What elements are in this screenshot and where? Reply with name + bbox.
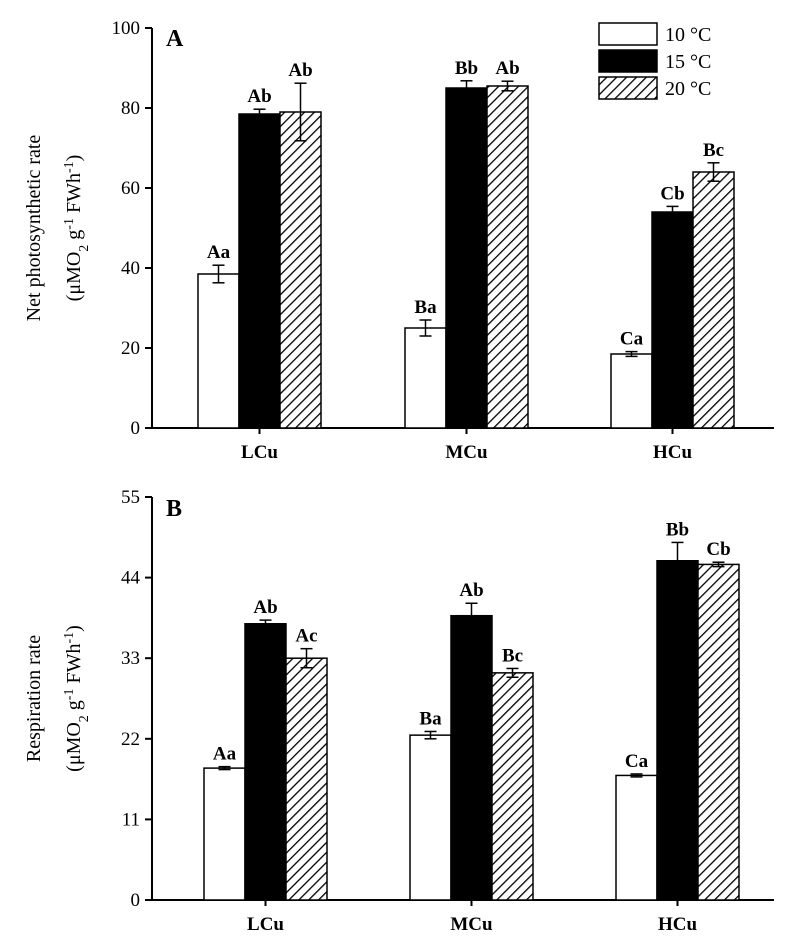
y-axis-unit-part: FWh	[63, 173, 85, 218]
y-axis-unit-part: (μMO	[63, 252, 85, 302]
y-axis-unit: (μMO2 g-1 FWh-1)	[62, 625, 92, 772]
data-label: Bb	[455, 58, 478, 79]
y-tick-label: 80	[121, 98, 140, 119]
bar	[610, 353, 653, 429]
y-tick-label: 60	[121, 178, 140, 199]
x-tick-label: LCu	[247, 914, 284, 935]
y-tick-label: 40	[121, 258, 140, 279]
panel-label: B	[166, 496, 182, 522]
y-axis-unit-part: g	[63, 700, 85, 715]
y-axis-title: Respiration rate	[23, 635, 45, 762]
legend-swatch	[598, 76, 658, 100]
y-tick-label: 33	[121, 648, 140, 669]
y-axis-unit-part: )	[63, 155, 85, 162]
x-tick-label: MCu	[450, 914, 493, 935]
data-label: Bc	[703, 140, 724, 161]
bar	[197, 273, 240, 429]
y-tick-label: 22	[121, 729, 140, 750]
y-axis-unit: (μMO2 g-1 FWh-1)	[62, 155, 92, 302]
data-label: Ab	[495, 58, 519, 79]
bar	[244, 623, 287, 901]
legend-label: 20 °C	[665, 78, 711, 100]
y-tick-label: 0	[131, 890, 141, 911]
data-label: Cb	[660, 183, 684, 204]
y-tick-label: 55	[121, 487, 140, 508]
y-axis-unit-part: (μMO	[63, 722, 85, 772]
data-label: Cb	[706, 539, 730, 560]
data-label: Ca	[620, 329, 644, 350]
data-label: Ca	[625, 751, 649, 772]
bar	[615, 774, 658, 901]
legend-label: 10 °C	[665, 24, 711, 46]
y-axis-unit-part: )	[63, 625, 85, 632]
legend: 10 °C 15 °C 20 °C	[598, 22, 711, 100]
bar	[450, 614, 493, 901]
bar	[285, 657, 328, 901]
panel-b: 0 11 22 33 44 55 LCu MCu HCu Aa Ba Ca Ab Ab Bb Ac Bc Cb B R…	[23, 487, 774, 935]
data-label: Ab	[459, 580, 483, 601]
y-axis-unit-part: -1	[62, 689, 77, 701]
bar	[656, 559, 699, 901]
bar	[404, 327, 447, 429]
legend-swatch	[598, 49, 658, 73]
y-axis-unit-part: -1	[62, 218, 77, 230]
data-label: Aa	[213, 744, 237, 765]
data-label: Bb	[666, 519, 689, 540]
y-axis-unit-part: 2	[77, 715, 92, 722]
y-tick-label: 0	[131, 418, 141, 439]
data-label: Ab	[247, 86, 271, 107]
legend-label: 15 °C	[665, 51, 711, 73]
bar	[203, 767, 246, 901]
bar	[491, 672, 534, 901]
data-label: Ab	[288, 60, 312, 81]
y-tick-label: 100	[112, 18, 141, 39]
y-axis-unit-part: FWh	[63, 644, 85, 689]
data-label: Ab	[253, 597, 277, 618]
data-label: Ba	[414, 297, 437, 318]
y-axis-unit-part: -1	[62, 161, 77, 173]
y-axis-unit-part: -1	[62, 632, 77, 644]
bar	[692, 171, 735, 429]
bar	[697, 563, 740, 901]
x-tick-label: HCu	[653, 442, 693, 463]
panel-a: 0 20 40 60 80 100 LCu MCu HCu Aa Ba Ca Ab Bb Cb Ab Ab Bc A…	[23, 18, 774, 463]
bar	[651, 211, 694, 429]
y-axis-title: Net photosynthetic rate	[23, 135, 45, 322]
bar	[445, 87, 488, 429]
bar	[486, 85, 529, 429]
data-label: Ba	[419, 708, 442, 729]
bar	[238, 113, 281, 429]
y-tick-label: 11	[122, 809, 140, 830]
legend-swatch	[598, 22, 658, 46]
x-tick-label: HCu	[658, 914, 698, 935]
x-tick-label: LCu	[241, 442, 278, 463]
bar	[409, 734, 452, 901]
panel-label: A	[166, 26, 184, 52]
y-axis-unit-part: g	[63, 230, 85, 245]
data-label: Aa	[207, 242, 231, 263]
data-label: Bc	[502, 645, 523, 666]
y-tick-label: 44	[121, 568, 141, 589]
x-tick-label: MCu	[445, 442, 488, 463]
y-axis-unit-part: 2	[77, 245, 92, 252]
y-tick-label: 20	[121, 338, 140, 359]
data-label: Ac	[295, 626, 317, 647]
bar	[279, 111, 322, 429]
